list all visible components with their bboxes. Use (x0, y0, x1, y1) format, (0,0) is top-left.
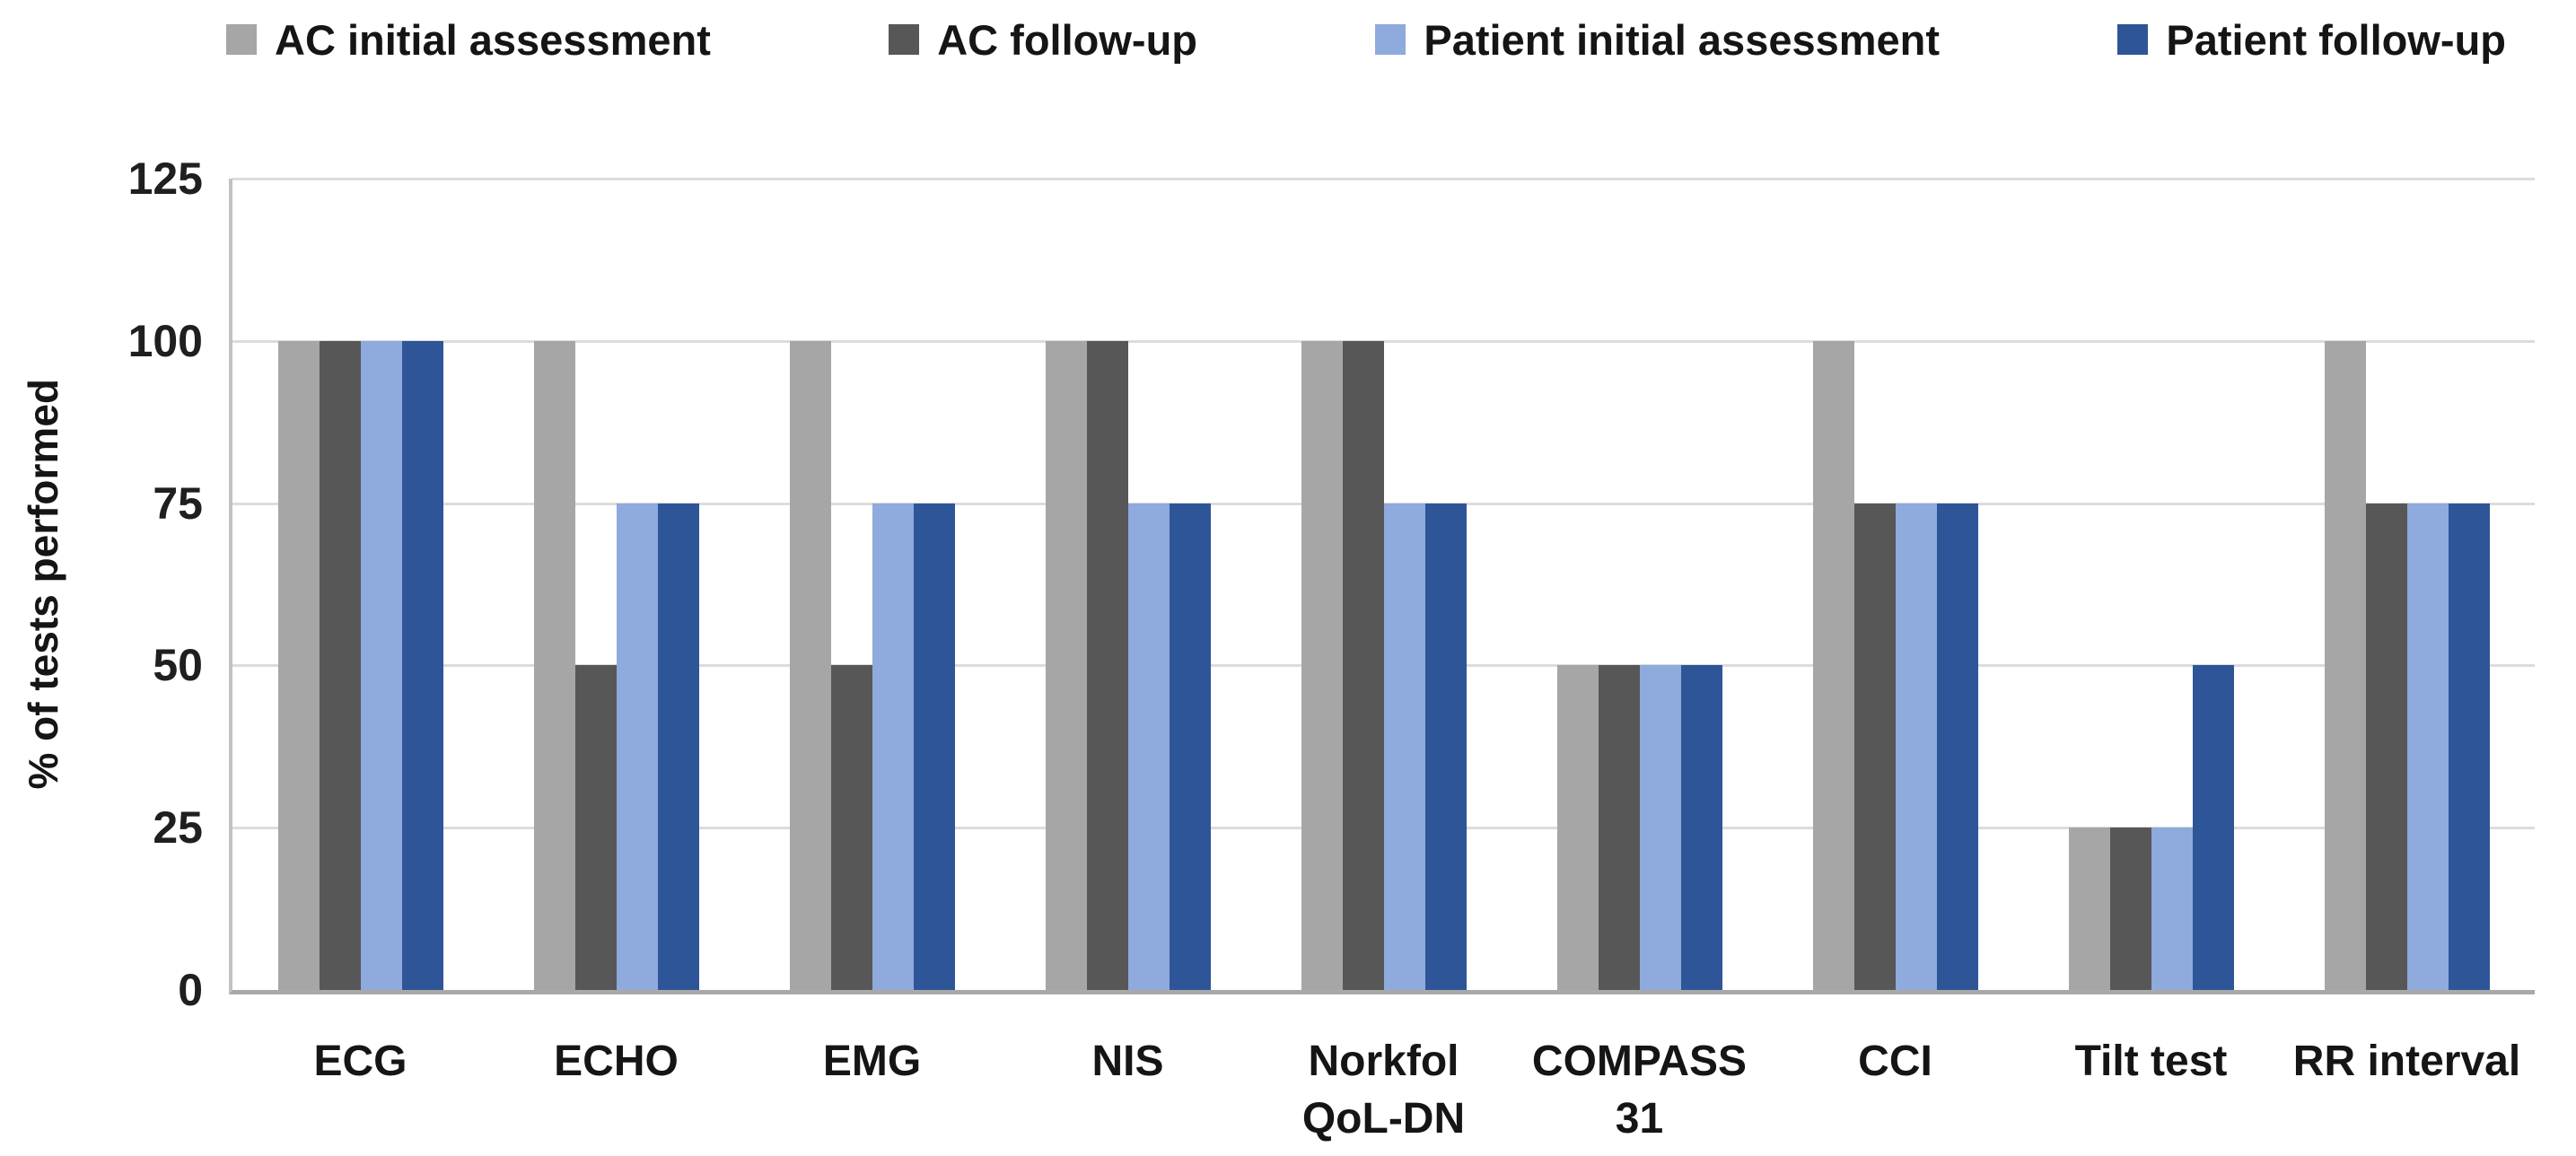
legend-swatch-icon (1375, 24, 1406, 55)
bar-patient-follow-up-tilt-test (2192, 665, 2234, 990)
y-tick-label-25: 25 (153, 802, 203, 854)
plot-area: ECG ECHO EMG NIS Norkfol QoL-DN COMPASS 31 CCI… (229, 178, 2535, 1143)
y-tick-label-75: 75 (153, 477, 203, 529)
bar-patient-initial-assessment-compass-31 (1639, 665, 1681, 990)
x-axis-label-emg: EMG (822, 1038, 922, 1085)
x-axis-label-rr-interval: RR interval (2292, 1038, 2521, 1085)
bar-ac-follow-up-rr-interval (2365, 503, 2407, 990)
legend-label: AC initial assessment (275, 15, 711, 64)
bar-patient-initial-assessment-tilt-test (2151, 828, 2193, 990)
bar-patient-initial-assessment-echo (616, 503, 658, 990)
bar-patient-follow-up-compass-31 (1680, 665, 1722, 990)
bar-group-emg: EMG (744, 179, 1000, 1085)
x-axis-label-nis: NIS (1091, 1038, 1164, 1085)
bar-ac-initial-assessment-norkfol-qol-dn (1301, 340, 1343, 990)
y-tick-label-0: 0 (178, 965, 203, 1015)
bar-ac-follow-up-norkfol-qol-dn (1342, 340, 1384, 990)
legend-item-patient-follow-up: Patient follow-up (2117, 15, 2506, 65)
legend-item-ac-follow-up: AC follow-up (889, 15, 1197, 65)
bar-patient-follow-up-echo (657, 503, 699, 990)
bar-patient-follow-up-nis (1169, 503, 1211, 990)
bar-patient-follow-up-rr-interval (2448, 503, 2490, 990)
bar-ac-follow-up-echo (574, 665, 617, 990)
bar-patient-follow-up-cci (1936, 503, 1978, 990)
legend-label: Patient follow-up (2166, 15, 2506, 64)
x-axis-label-norkfol-qol-dn: Norkfol QoL-DN (1301, 1038, 1466, 1143)
bar-ac-initial-assessment-rr-interval (2324, 340, 2366, 990)
bar-group-rr-interval: RR interval (2279, 179, 2535, 1085)
chart-legend: AC initial assessment AC follow-up Patient… (226, 7, 2506, 72)
bar-ac-initial-assessment-nis (1045, 340, 1087, 990)
bar-group-norkfol-qol-dn: Norkfol QoL-DN (1256, 179, 1511, 1143)
bar-group-compass-31: COMPASS 31 (1511, 179, 1767, 1143)
legend-label: AC follow-up (937, 15, 1197, 64)
legend-swatch-icon (2117, 24, 2149, 55)
y-tick-label-100: 100 (127, 315, 203, 366)
gridline-125 (232, 178, 2535, 180)
bar-group-tilt-test: Tilt test (2023, 179, 2279, 1085)
bar-ac-follow-up-ecg (319, 340, 361, 990)
bar-ac-initial-assessment-cci (1812, 340, 1854, 990)
gridline-100 (232, 339, 2535, 343)
y-tick-label-125: 125 (127, 153, 203, 204)
bar-group-echo: ECHO (488, 179, 744, 1085)
x-axis-label-cci: CCI (1858, 1038, 1932, 1085)
bar-patient-follow-up-ecg (401, 340, 443, 990)
y-axis-title-text: % of tests performed (20, 379, 66, 790)
bar-ac-follow-up-compass-31 (1598, 665, 1640, 990)
bar-group-ecg: ECG (232, 179, 488, 1085)
bar-ac-initial-assessment-emg (789, 340, 831, 990)
bar-ac-initial-assessment-ecg (277, 340, 320, 990)
bar-group-nis: NIS (1000, 179, 1256, 1085)
bar-patient-initial-assessment-emg (872, 503, 914, 990)
bar-ac-initial-assessment-compass-31 (1556, 665, 1599, 990)
bar-patient-initial-assessment-nis (1127, 503, 1170, 990)
bar-patient-follow-up-norkfol-qol-dn (1424, 503, 1467, 990)
bar-patient-initial-assessment-ecg (360, 340, 402, 990)
x-axis-label-compass-31: COMPASS 31 (1531, 1038, 1748, 1143)
bar-ac-follow-up-emg (830, 665, 872, 990)
legend-item-ac-initial-assessment: AC initial assessment (226, 15, 711, 65)
bar-groups: ECG ECHO EMG NIS Norkfol QoL-DN COMPASS 31 CCI… (232, 179, 2535, 1143)
y-axis-title: % of tests performed (11, 179, 75, 990)
bar-ac-initial-assessment-echo (533, 340, 575, 990)
bar-group-cci: CCI (1767, 179, 2023, 1085)
y-tick-label-50: 50 (153, 640, 203, 691)
bar-patient-follow-up-emg (913, 503, 955, 990)
bar-ac-initial-assessment-tilt-test (2068, 828, 2110, 990)
bar-patient-initial-assessment-norkfol-qol-dn (1383, 503, 1425, 990)
x-axis-label-echo: ECHO (554, 1038, 679, 1085)
legend-label: Patient initial assessment (1424, 15, 1941, 64)
bar-ac-follow-up-cci (1853, 503, 1896, 990)
bar-patient-initial-assessment-rr-interval (2406, 503, 2449, 990)
x-axis-label-ecg: ECG (313, 1038, 407, 1085)
bar-patient-initial-assessment-cci (1895, 503, 1937, 990)
x-axis-label-tilt-test: Tilt test (2074, 1038, 2228, 1085)
bar-ac-follow-up-nis (1086, 340, 1128, 990)
legend-swatch-icon (226, 24, 257, 55)
legend-swatch-icon (889, 24, 920, 55)
bar-ac-follow-up-tilt-test (2109, 828, 2151, 990)
legend-item-patient-initial-assessment: Patient initial assessment (1375, 15, 1940, 65)
